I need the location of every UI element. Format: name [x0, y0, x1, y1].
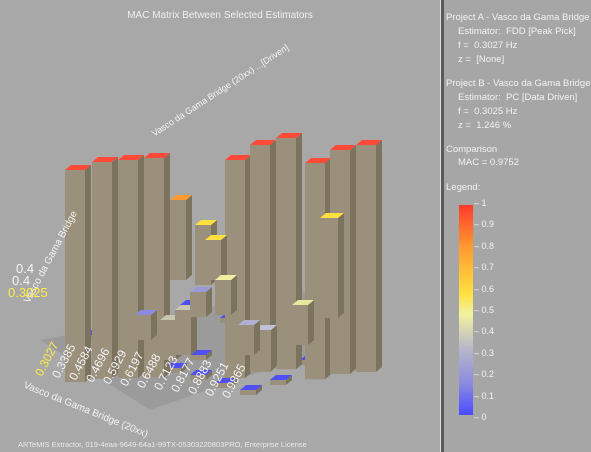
legend-tick: – 1	[474, 198, 487, 208]
legend-title: Legend:	[446, 182, 481, 193]
damping-a-row: z = [None]	[458, 54, 505, 65]
matrix-bar	[255, 325, 277, 370]
legend-tick: – 0.6	[474, 283, 495, 294]
matrix-bar	[118, 155, 144, 378]
mac-value: MAC = 0.9752	[458, 157, 519, 168]
estimator-b-value: PC [Data Driven]	[506, 92, 578, 103]
bar-chart-3d	[40, 133, 382, 410]
legend-colorbar	[459, 205, 473, 415]
matrix-bar	[238, 320, 260, 355]
legend-tick: – 0.1	[474, 390, 495, 401]
matrix-bar	[250, 140, 276, 372]
matrix-bar	[240, 385, 262, 395]
comparison-title: Comparison	[446, 144, 498, 155]
plot-title: MAC Matrix Between Selected Estimators	[127, 10, 313, 21]
damping-a-value: [None]	[476, 54, 505, 65]
legend-tick: – 0.2	[474, 369, 495, 380]
matrix-bar	[292, 300, 314, 345]
matrix-bar	[165, 363, 187, 373]
freq-b-value: 0.3025 Hz	[474, 106, 518, 117]
damping-b-value: 1.246 %	[476, 120, 512, 131]
matrix-bar	[65, 165, 91, 382]
matrix-bar	[135, 310, 157, 340]
mac-3d-plot[interactable]: MAC Matrix Between Selected Estimators V…	[0, 0, 440, 452]
panel-divider[interactable]	[440, 0, 444, 452]
legend-tick: – 0.8	[474, 240, 495, 251]
left-axis-tick: 0.3025	[8, 285, 48, 300]
estimator-b-row: Estimator: PC [Data Driven]	[458, 92, 578, 103]
matrix-bar	[205, 235, 227, 280]
matrix-bar	[92, 157, 118, 379]
legend-tick: – 0	[474, 412, 487, 422]
matrix-bar	[320, 213, 344, 318]
matrix-bar	[215, 275, 237, 315]
left-axis-tick: 0.4	[12, 273, 31, 288]
legend-tick: – 0.4	[474, 326, 495, 337]
freq-a-value: 0.3027 Hz	[474, 40, 518, 51]
legend-tick: – 0.3	[474, 347, 495, 358]
matrix-bar	[270, 375, 292, 385]
project-a-title: Project A - Vasco da Gama Bridge	[446, 12, 590, 23]
estimator-a-value: FDD [Peak Pick]	[506, 26, 576, 37]
legend-tick: – 0.9	[474, 219, 495, 230]
project-b-title: Project B - Vasco da Gama Bridge	[446, 78, 591, 89]
freq-a-row: f = 0.3027 Hz	[458, 40, 518, 51]
matrix-bar	[215, 378, 237, 388]
matrix-bar	[170, 195, 192, 280]
legend-tick: – 0.7	[474, 262, 495, 273]
info-panel: Project A - Vasco da Gama Bridge Estimat…	[444, 0, 591, 452]
legend-tick: – 0.5	[474, 305, 495, 315]
matrix-bar	[190, 287, 212, 317]
license-footer: ARTeMIS Extractor, 019-4eaa-9649-64a1-99…	[18, 440, 307, 449]
damping-b-row: z = 1.246 %	[458, 120, 512, 131]
left-axis-tick: 0.4	[16, 261, 35, 276]
matrix-bar	[356, 140, 382, 372]
matrix-bar	[190, 370, 212, 380]
estimator-a-row: Estimator: FDD [Peak Pick]	[458, 26, 576, 37]
freq-b-row: f = 0.3025 Hz	[458, 106, 518, 117]
